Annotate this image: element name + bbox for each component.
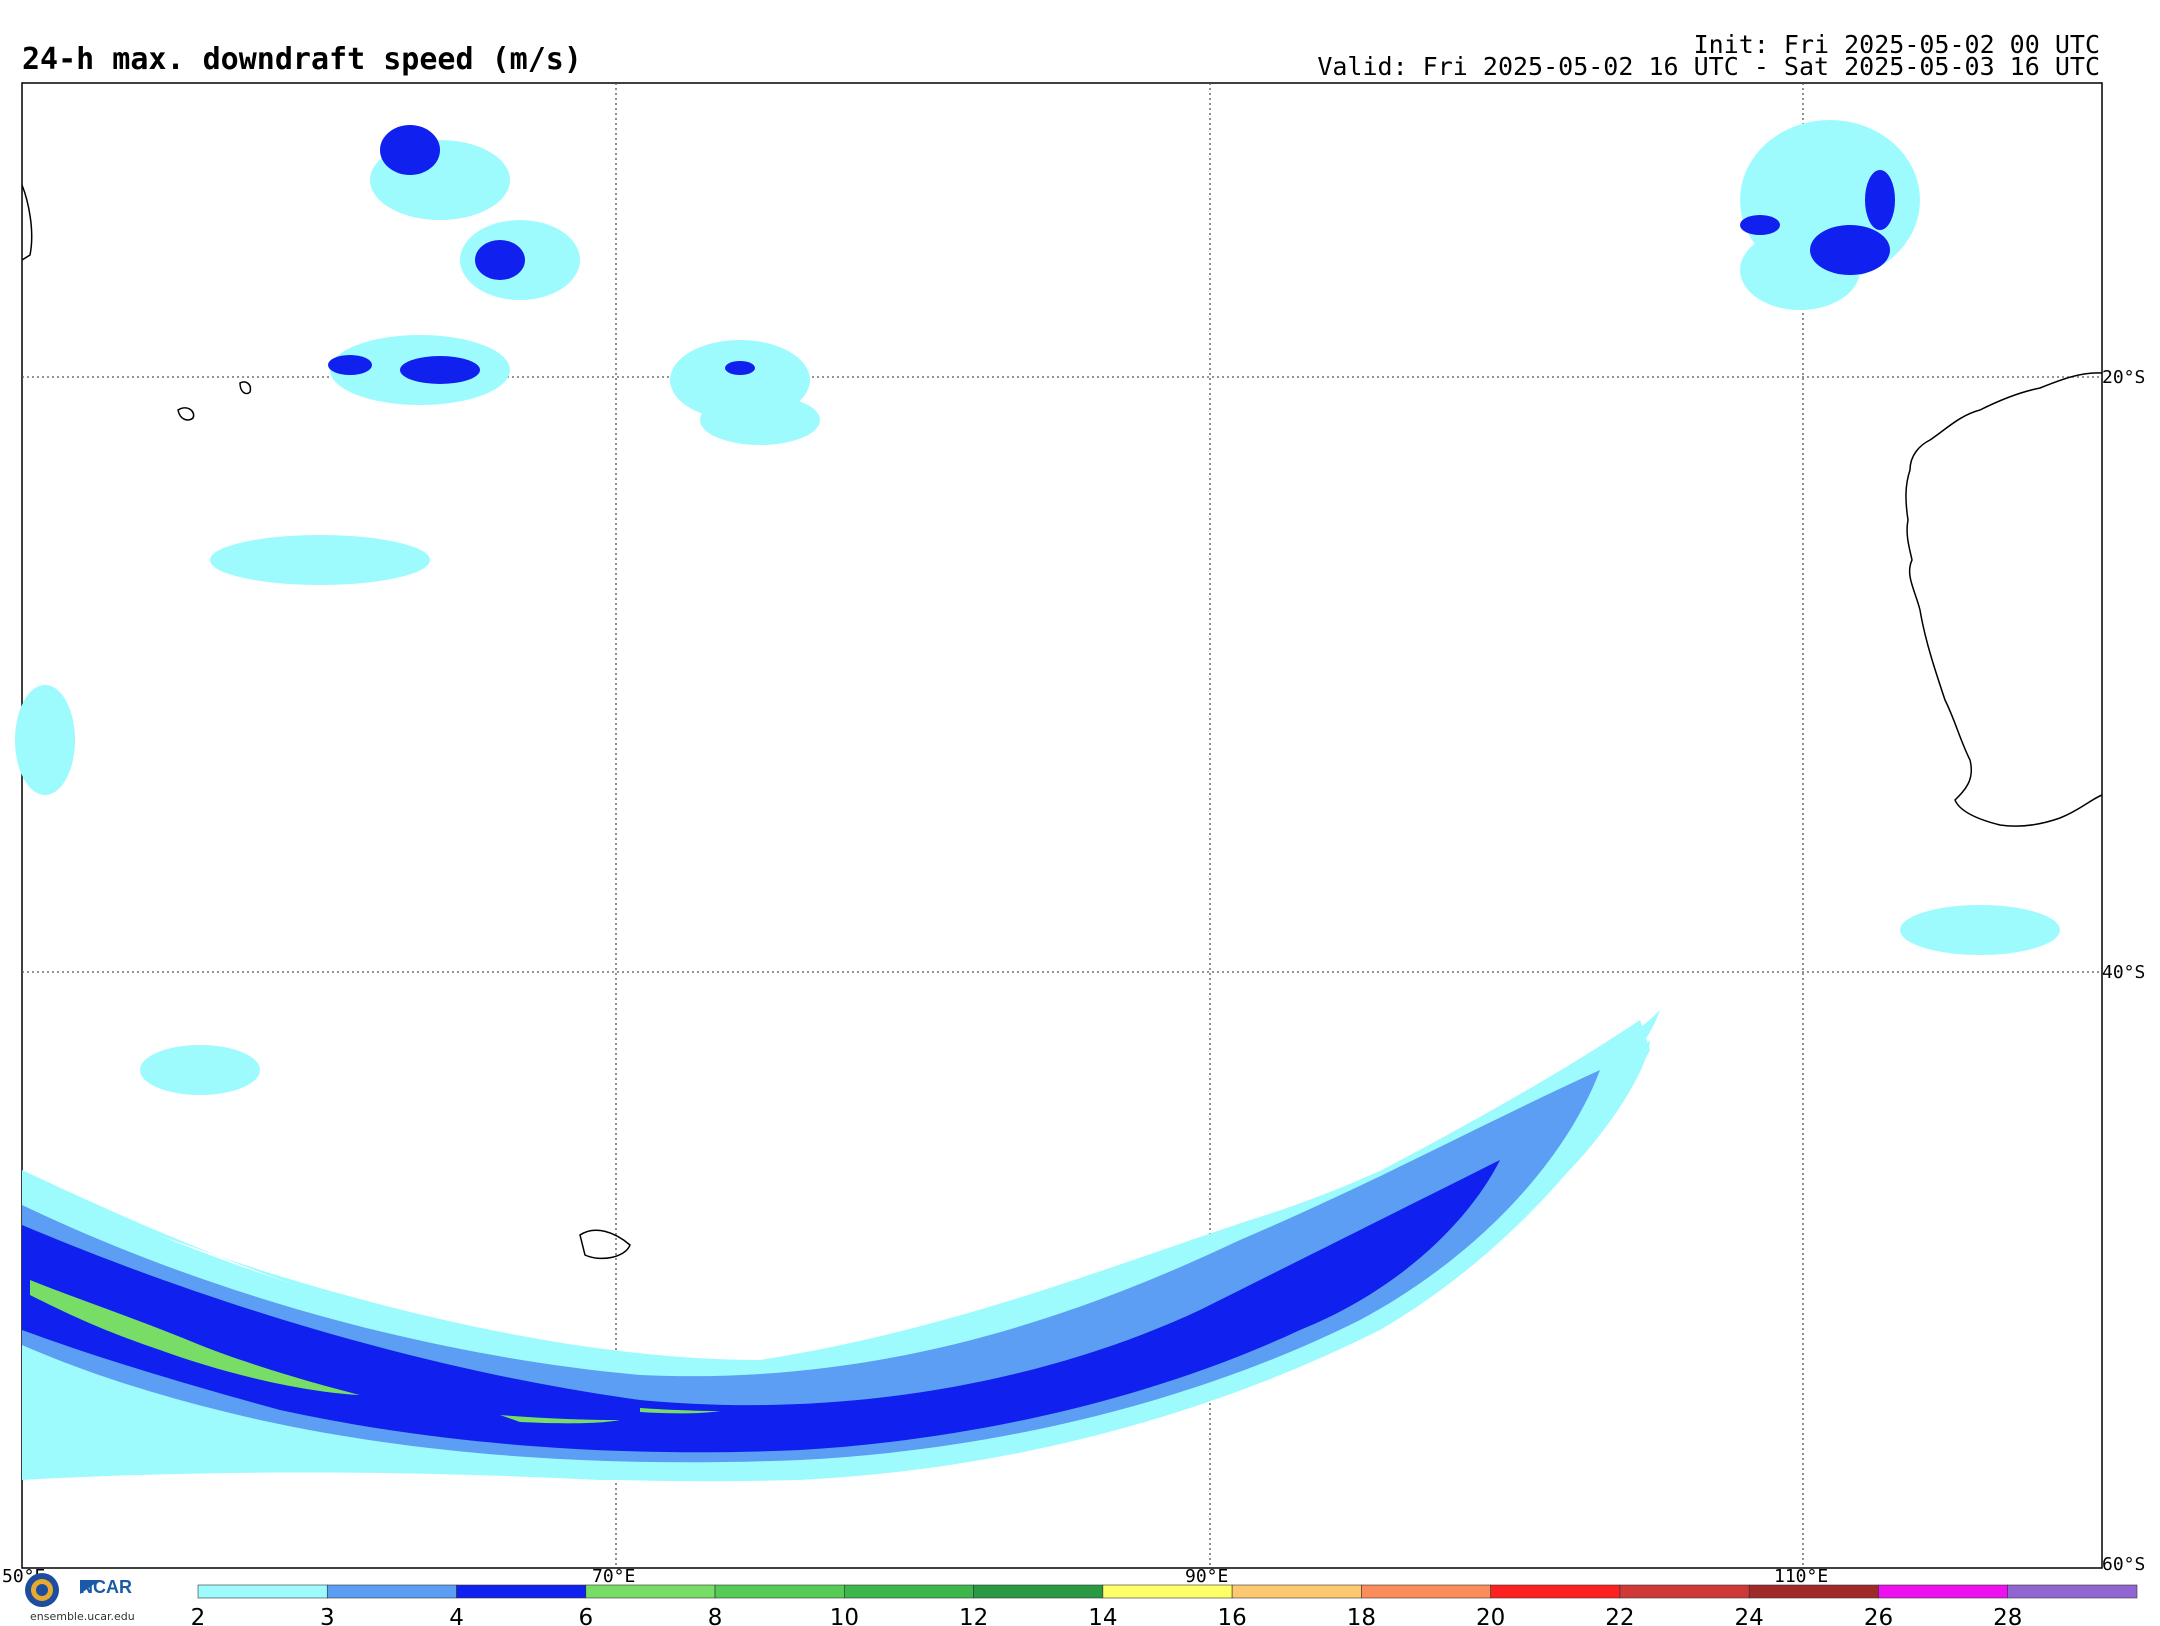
colorbar-segment (1361, 1584, 1491, 1599)
colorbar-tick-label: 26 (1864, 1605, 1893, 1626)
lat-label-60s: 60°S (2102, 1554, 2145, 1575)
colorbar-tick-label: 20 (1476, 1605, 1505, 1626)
logo-url: ensemble.ucar.edu (30, 1610, 135, 1623)
colorbar-tick-label: 22 (1605, 1605, 1634, 1626)
colorbar-segment (1490, 1584, 1621, 1599)
lat-label-40s: 40°S (2102, 962, 2145, 983)
colorbar-segment (197, 1584, 328, 1599)
convection-dark (328, 125, 1895, 384)
coast-australia (1905, 372, 2103, 827)
lon-label-90e: 90°E (1185, 1566, 1228, 1587)
colorbar-segment (1619, 1584, 1750, 1599)
band-level-6 (30, 1280, 720, 1424)
colorbar-segment (1231, 1584, 1362, 1599)
lon-label-70e: 70°E (592, 1566, 635, 1587)
coast-kerguelen (579, 1229, 631, 1260)
colorbar-segment (326, 1584, 457, 1599)
band-level-4 (22, 1160, 1500, 1453)
colorbar-segment (456, 1584, 587, 1599)
coast-reunion (177, 407, 195, 421)
colorbar-tick-label: 24 (1735, 1605, 1764, 1626)
downdraft-band (22, 1010, 1660, 1482)
colorbar-segment (973, 1584, 1104, 1599)
colorbar-segment (2007, 1584, 2138, 1599)
colorbar-tick-label: 12 (959, 1605, 988, 1626)
colorbar-segment (585, 1584, 716, 1599)
colorbar-tick-label: 10 (830, 1605, 859, 1626)
colorbar-tick-label: 2 (191, 1605, 206, 1626)
valid-time: Valid: Fri 2025-05-02 16 UTC - Sat 2025-… (1317, 52, 2100, 81)
colorbar-segment (1748, 1584, 1879, 1599)
colorbar-tick-label: 16 (1217, 1605, 1246, 1626)
coast-madagascar (21, 184, 33, 261)
colorbar-tick-label: 14 (1088, 1605, 1117, 1626)
colorbar-segment (1102, 1584, 1233, 1599)
colorbar-tick-label: 3 (320, 1605, 335, 1626)
map-title: 24-h max. downdraft speed (m/s) (22, 42, 582, 77)
colorbar-segment (1878, 1584, 2009, 1599)
coastlines (21, 184, 2103, 1260)
colorbar-tick-label: 4 (449, 1605, 464, 1626)
lon-label-110e: 110°E (1774, 1566, 1828, 1587)
init-time: Init: Fri 2025-05-02 00 UTC (1693, 30, 2100, 59)
colorbar-segment (714, 1584, 845, 1599)
nsf-logo-icon (25, 1573, 100, 1607)
colorbar-tick-label: 6 (578, 1605, 593, 1626)
colorbar-tick-label: 28 (1993, 1605, 2022, 1626)
colorbar-tick-label: 18 (1347, 1605, 1376, 1626)
ncar-logo: NCAR (80, 1577, 132, 1597)
colorbar-segment (844, 1584, 974, 1599)
colorbar: 2 3 4 6 8 10 12 14 16 18 20 22 24 26 28 (191, 1584, 2138, 1626)
colorbar-tick-label: 8 (708, 1605, 723, 1626)
coast-mauritius (239, 381, 252, 395)
lat-label-20s: 20°S (2102, 367, 2145, 388)
